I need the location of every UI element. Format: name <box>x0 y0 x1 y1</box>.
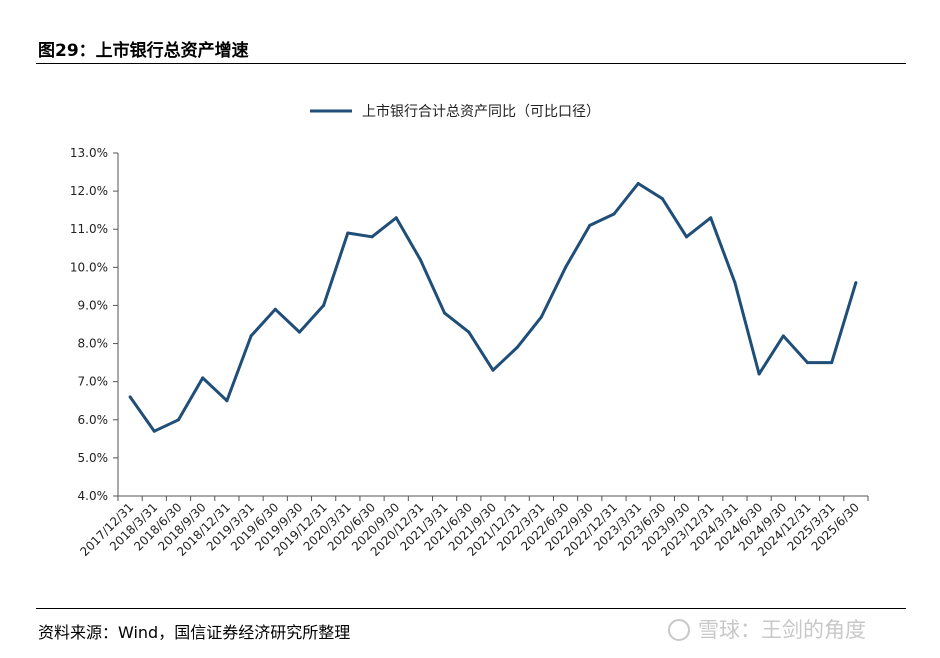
data-point <box>370 235 374 239</box>
data-point <box>685 235 689 239</box>
data-point <box>418 258 422 262</box>
y-tick-label: 11.0% <box>70 222 108 236</box>
data-point <box>781 334 785 338</box>
data-point <box>394 216 398 220</box>
data-point <box>128 395 132 399</box>
y-axis-ticks: 4.0% 5.0% 6.0% 7.0% 8.0% 9.0% 10.0% 11.0% 12.0% 1… <box>70 146 118 503</box>
y-tick-label: 5.0% <box>78 451 109 465</box>
data-point <box>346 231 350 235</box>
y-tick-label: 10.0% <box>70 260 108 274</box>
data-point <box>515 345 519 349</box>
watermark-text: 雪球：王剑的角度 <box>698 618 866 642</box>
data-point <box>176 418 180 422</box>
data-point <box>612 212 616 216</box>
top-divider <box>36 63 906 64</box>
legend-label: 上市银行合计总资产同比（可比口径） <box>362 103 600 120</box>
data-point <box>249 334 253 338</box>
data-point <box>757 372 761 376</box>
figure-title: 图29：上市银行总资产增速 <box>38 41 249 61</box>
data-point <box>854 281 858 285</box>
y-tick-label: 13.0% <box>70 146 108 160</box>
data-point <box>491 368 495 372</box>
data-point <box>830 361 834 365</box>
data-point <box>564 265 568 269</box>
line-chart: 上市银行合计总资产同比（可比口径） 4.0% 5.0% 6.0% 7.0% 8.0% 9.… <box>70 103 869 559</box>
y-tick-label: 8.0% <box>78 337 109 351</box>
y-tick-label: 7.0% <box>78 375 109 389</box>
y-tick-label: 12.0% <box>70 184 108 198</box>
data-point <box>443 311 447 315</box>
data-point <box>152 429 156 433</box>
data-point <box>322 303 326 307</box>
data-point <box>588 223 592 227</box>
data-point <box>539 315 543 319</box>
source-note: 资料来源：Wind，国信证券经济研究所整理 <box>38 623 351 642</box>
bottom-divider <box>36 608 906 609</box>
data-point <box>636 181 640 185</box>
data-point <box>201 376 205 380</box>
y-tick-label: 4.0% <box>78 489 109 503</box>
y-tick-label: 6.0% <box>78 413 109 427</box>
data-point <box>225 399 229 403</box>
y-tick-label: 9.0% <box>78 298 109 312</box>
data-point <box>806 361 810 365</box>
data-point <box>709 216 713 220</box>
x-axis-ticks: 2017/12/312018/3/312018/6/302018/9/30201… <box>77 496 869 559</box>
watermark: 雪球：王剑的角度 <box>668 614 866 644</box>
legend: 上市银行合计总资产同比（可比口径） <box>310 103 600 120</box>
data-point <box>297 330 301 334</box>
series-line <box>128 182 858 433</box>
snowball-logo-icon <box>668 619 690 641</box>
data-point <box>660 197 664 201</box>
data-points <box>128 181 858 433</box>
data-point <box>467 330 471 334</box>
data-point <box>733 281 737 285</box>
data-point <box>273 307 277 311</box>
